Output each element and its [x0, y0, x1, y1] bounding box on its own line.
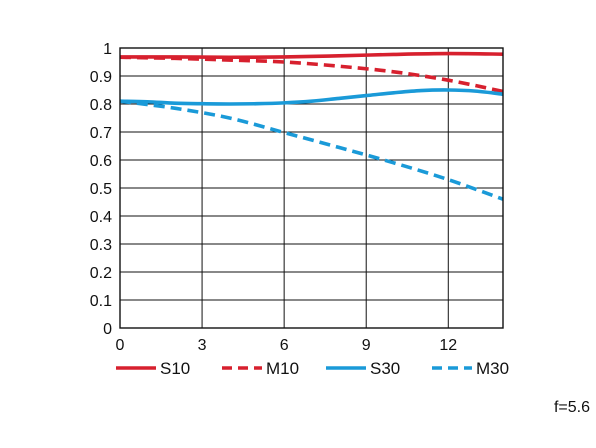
x-tick-label: 3	[198, 337, 207, 354]
legend-label-m10: M10	[266, 359, 299, 378]
aperture-note: f=5.6	[554, 399, 590, 416]
y-tick-label: 0.8	[90, 97, 112, 114]
y-tick-label: 1	[103, 41, 112, 58]
plot-frame	[119, 47, 504, 329]
y-tick-label: 0.4	[90, 209, 112, 226]
y-tick-label: 0.6	[90, 153, 112, 170]
legend-label-m30: M30	[476, 359, 509, 378]
y-tick-label: 0.1	[90, 293, 112, 310]
y-axis-ticks: 0 0.1 0.2 0.3 0.4 0.5 0.6 0.7 0.8 0.9 1	[90, 41, 112, 338]
series-lines	[119, 51, 504, 201]
x-tick-label: 12	[439, 337, 457, 354]
series-line-m10	[119, 55, 504, 94]
legend: S10 M10 S30 M30	[116, 359, 509, 378]
y-tick-label: 0.2	[90, 265, 112, 282]
x-tick-label: 9	[362, 337, 371, 354]
x-axis-ticks: 0 3 6 9 12	[116, 337, 458, 354]
x-tick-label: 0	[116, 337, 125, 354]
y-tick-label: 0.9	[90, 69, 112, 86]
y-tick-label: 0.7	[90, 125, 112, 142]
legend-label-s10: S10	[160, 359, 190, 378]
y-tick-label: 0.5	[90, 181, 112, 198]
x-tick-label: 6	[280, 337, 289, 354]
y-tick-label: 0.3	[90, 237, 112, 254]
y-tick-label: 0	[103, 321, 112, 338]
legend-label-s30: S30	[370, 359, 400, 378]
series-line-s30	[119, 88, 504, 106]
series-line-m30	[119, 99, 504, 201]
